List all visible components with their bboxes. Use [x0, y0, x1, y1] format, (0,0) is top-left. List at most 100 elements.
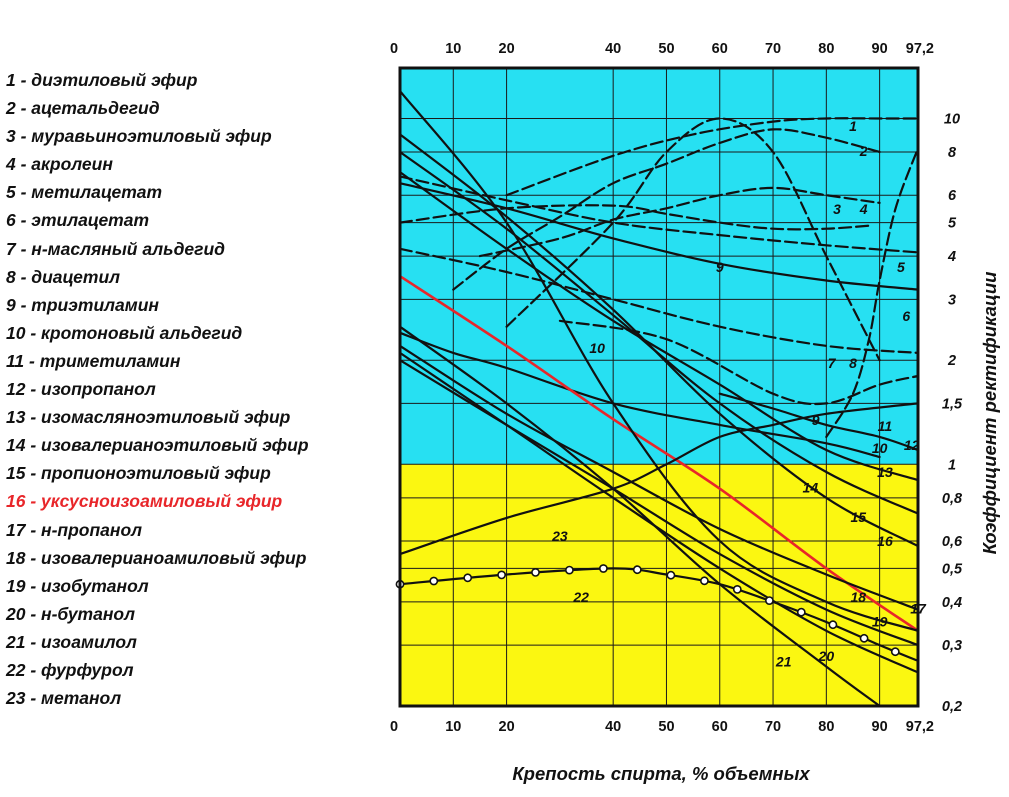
x-tick-label-top: 90: [872, 41, 888, 57]
series-line-6: [825, 147, 920, 438]
series-line-1: [505, 117, 920, 197]
curve-label-3: 3: [833, 201, 841, 217]
series-line-23: [398, 402, 920, 556]
series-line-8: [558, 319, 920, 406]
legend-item: 11 - триметиламин: [6, 350, 181, 371]
series-marker-22: [732, 585, 742, 594]
legend-item: 2 - ацетальдегид: [6, 98, 160, 119]
plot-frame: [398, 66, 920, 708]
y-tick-label: 1,5: [942, 396, 963, 412]
x-tick-label-top: 20: [499, 41, 515, 57]
x-tick-label-top: 70: [765, 41, 781, 57]
y-tick-label: 0,5: [942, 561, 963, 577]
series-marker-22: [765, 596, 774, 605]
legend-item: 20 - н-бутанол: [6, 603, 135, 624]
series-line-21: [398, 325, 881, 708]
legend-item: 4 - акролеин: [6, 154, 113, 175]
y-tick-label: 10: [944, 112, 960, 128]
curve-label-21: 21: [775, 654, 792, 670]
series-line-4: [478, 186, 881, 258]
series-line-9: [505, 117, 881, 362]
curve-label-14: 14: [803, 479, 819, 495]
y-tick-label: 3: [948, 292, 956, 308]
y-tick-label: 0,2: [942, 699, 962, 715]
curve-label-22: 22: [572, 589, 589, 605]
legend-item: 23 - метанол: [6, 688, 122, 709]
legend-item: 15 - пропионоэтиловый эфир: [6, 463, 271, 484]
legend-item: 16 - уксусноизоамиловый эфир: [6, 491, 283, 512]
curve-label-9: 9: [716, 259, 724, 275]
y-ticks: 10 8 6 5 4 3 2 1,5 1 0,8 0,6 0,5 0,4 0,3 0,2: [942, 112, 963, 715]
y-tick-label: 4: [947, 249, 956, 265]
series-line-13: [398, 171, 920, 482]
y-tick-label: 8: [948, 145, 957, 161]
legend-item: 7 - н-масляный альдегид: [6, 238, 225, 259]
curve-label-6: 6: [902, 308, 910, 324]
curve-label-11: 11: [878, 418, 893, 434]
series-layer: [395, 90, 920, 708]
series-marker-22: [565, 565, 574, 575]
curve-label-5: 5: [897, 259, 905, 275]
series-line-20: [398, 351, 920, 674]
curve-label-10: 10: [589, 340, 605, 356]
x-tick-label-bottom: 60: [712, 719, 728, 735]
legend-item: 21 - изоамилол: [6, 631, 137, 652]
series-marker-22: [666, 570, 676, 580]
x-tick-label-top: 40: [605, 41, 621, 57]
x-tick-label-bottom: 97,2: [906, 719, 934, 735]
x-tick-label-bottom: 50: [658, 719, 674, 735]
curve-label-1: 1: [849, 118, 857, 134]
curve-label-12: 12: [904, 437, 920, 453]
curve-label-8: 8: [849, 355, 857, 371]
curve-label-2: 2: [859, 143, 868, 159]
x-tick-label-bottom: 10: [445, 719, 461, 735]
legend-item: 9 - триэтиламин: [6, 294, 159, 315]
series-marker-22: [632, 565, 642, 575]
x-ticks-top: 0 10 20 40 50 60 70 80 90 97,2: [390, 41, 934, 57]
series-line-18: [398, 90, 920, 632]
series-line-17: [398, 344, 920, 611]
x-axis-title: Крепость спирта, % объемных: [512, 763, 810, 784]
curve-label-18: 18: [851, 589, 867, 605]
curve-label-19: 19: [872, 613, 888, 629]
legend-item: 12 - изопропанол: [6, 379, 156, 400]
y-axis-title: Коэффициент ректификации: [979, 272, 1000, 555]
legend: 1 - диэтиловый эфир 2 - ацетальдегид 3 - м…: [6, 66, 386, 712]
series-line-2: [452, 128, 881, 291]
x-tick-label-top: 0: [390, 41, 398, 57]
legend-item: 10 - кротоновый альдегид: [6, 322, 243, 343]
legend-item: 1 - диэтиловый эфир: [6, 70, 198, 90]
x-tick-label-top: 10: [445, 41, 461, 57]
y-tick-label: 0,6: [942, 534, 963, 550]
x-tick-label-bottom: 90: [872, 719, 888, 735]
series-marker-22: [859, 633, 869, 643]
series-marker-22: [828, 620, 838, 630]
legend-item: 17 - н-пропанол: [6, 519, 143, 540]
y-tick-label: 0,8: [942, 491, 963, 507]
curve-label-23: 23: [551, 528, 568, 544]
curve-label-15: 15: [851, 509, 867, 525]
series-marker-22: [890, 647, 900, 657]
legend-item: 5 - метилацетат: [6, 182, 163, 203]
x-tick-label-top: 60: [712, 41, 728, 57]
x-tick-label-bottom: 40: [605, 719, 621, 735]
x-tick-label-bottom: 80: [818, 719, 834, 735]
x-tick-label-top: 80: [818, 41, 834, 57]
y-tick-label: 0,4: [942, 595, 962, 611]
legend-item: 8 - диацетил: [6, 266, 121, 287]
y-tick-label: 1: [948, 457, 956, 473]
series-marker-22: [796, 607, 806, 617]
series-line-12: [718, 392, 920, 452]
curve-label-20: 20: [818, 648, 835, 664]
series-line-5: [398, 175, 920, 254]
curve-label-13: 13: [877, 464, 893, 480]
curve-label-9: 9: [812, 412, 820, 428]
series-line-16: [398, 274, 920, 633]
y-tick-label: 0,3: [942, 638, 962, 654]
legend-item: 18 - изовалерианоамиловый эфир: [6, 547, 307, 568]
series-marker-22: [531, 568, 540, 577]
background-bands: [400, 68, 918, 706]
series-line-10: [398, 331, 881, 459]
